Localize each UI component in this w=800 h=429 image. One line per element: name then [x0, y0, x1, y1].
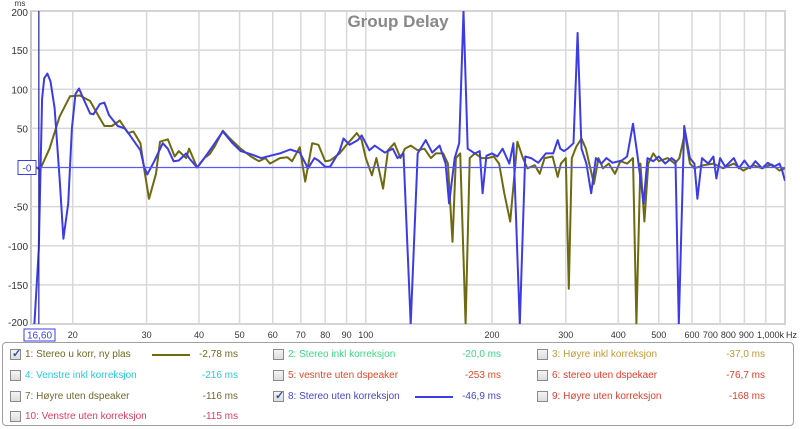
legend-item: 6: stereo uten dspekaer -76,7 ms [537, 368, 765, 384]
legend-value: -168 ms [728, 391, 765, 402]
legend-line-swatch [415, 396, 453, 398]
y-tick-label: -50 [14, 203, 29, 214]
legend-item: 9: Høyre uten korreksjon -168 ms [537, 389, 765, 405]
legend-label: 8: Stereo uten korreksjon [288, 391, 400, 402]
legend-checkbox[interactable] [10, 346, 21, 362]
y-tick-label: 150 [11, 46, 28, 57]
legend-label: 1: Stereo u korr, ny plas [25, 349, 131, 360]
legend-label: 6: stereo uten dspekaer [552, 370, 658, 381]
legend-label: 3: Høyre inkl korreksjon [552, 349, 658, 360]
y-tick-label: -200 [8, 318, 28, 329]
legend-label: 10: Venstre uten korreksjon [25, 411, 147, 422]
legend-item: 4: Venstre inkl korreksjon -216 ms [10, 368, 238, 384]
legend-checkbox[interactable] [10, 391, 21, 402]
x-tick-label: 700 [703, 330, 718, 340]
x-tick-label: 200 [485, 330, 500, 340]
group-delay-chart[interactable]: -0 16,60 Group Delay ms Hz 200 150 100 50 -50… [0, 0, 800, 342]
x-tick-label: 300 [558, 330, 573, 340]
y-cursor-readout: -0 [23, 164, 32, 175]
y-tick-label: -100 [8, 242, 28, 253]
legend-value: -37,0 ms [726, 349, 765, 360]
x-tick-label: 500 [651, 330, 666, 340]
x-cursor-box [23, 328, 56, 342]
legend-value: -20,0 ms [462, 349, 501, 360]
legend-value: -116 ms [202, 391, 238, 402]
legend-item: 8: Stereo uten korreksjon -46,9 ms [273, 388, 501, 405]
legend-value: -2,78 ms [199, 349, 238, 360]
legend-checkbox[interactable] [537, 349, 548, 360]
legend-item: 10: Venstre uten korreksjon -115 ms [10, 409, 238, 425]
legend-label: 5: vesntre uten dspeaker [288, 370, 399, 381]
legend-panel: 1: Stereo u korr, ny plas -2,78 ms 2: Ster… [2, 342, 794, 426]
x-tick-label: 50 [235, 330, 245, 340]
y-tick-label: -150 [8, 281, 28, 292]
y-cursor-box [17, 160, 37, 175]
legend-item: 2: Stereo inkl korreksjon -20,0 ms [273, 347, 501, 363]
x-tick-label: 30 [142, 330, 152, 340]
legend-checkbox[interactable] [273, 349, 284, 360]
chart-title: Group Delay [347, 12, 449, 31]
x-tick-label: 400 [611, 330, 626, 340]
y-tick-label: 100 [11, 85, 28, 96]
x-tick-label: 600 [685, 330, 700, 340]
legend-item: 5: vesntre uten dspeaker -253 ms [273, 368, 501, 384]
x-tick-label: 80 [320, 330, 330, 340]
x-tick-label: 70 [296, 330, 306, 340]
legend-value: -216 ms [201, 370, 238, 381]
x-tick-label: 800 [721, 330, 736, 340]
x-tick-label: 20 [68, 330, 78, 340]
series-line-2 [33, 11, 785, 324]
legend-label: 2: Stereo inkl korreksjon [288, 349, 396, 360]
legend-value: -76,7 ms [726, 370, 765, 381]
legend-value: -115 ms [202, 411, 238, 422]
legend-value: -253 ms [464, 370, 501, 381]
x-tick-label: 40 [194, 330, 204, 340]
x-tick-label: 90 [342, 330, 352, 340]
x-axis-unit: Hz [786, 330, 797, 340]
legend-value: -46,9 ms [462, 391, 501, 402]
legend-label: 4: Venstre inkl korreksjon [25, 370, 137, 381]
legend-checkbox[interactable] [10, 411, 21, 422]
legend-label: 9: Høyre uten korreksjon [552, 391, 662, 402]
legend-checkbox[interactable] [273, 370, 284, 381]
legend-checkbox[interactable] [537, 370, 548, 381]
legend-line-swatch [152, 354, 190, 356]
legend-label: 7: Høyre uten dspeaker [25, 391, 130, 402]
x-tick-label: 900 [739, 330, 754, 340]
y-tick-label: 200 [11, 8, 28, 19]
y-tick-label: 50 [17, 124, 29, 135]
legend-item: 3: Høyre inkl korreksjon -37,0 ms [537, 347, 765, 363]
legend-item: 7: Høyre uten dspeaker -116 ms [10, 389, 238, 405]
legend-checkbox[interactable] [273, 388, 284, 404]
x-tick-label: 60 [268, 330, 278, 340]
x-tick-label: 100 [358, 330, 373, 340]
legend-item: 1: Stereo u korr, ny plas -2,78 ms [10, 346, 238, 363]
x-cursor-readout: 16,60 [27, 331, 52, 342]
legend-checkbox[interactable] [537, 391, 548, 402]
legend-checkbox[interactable] [10, 370, 21, 381]
y-axis-unit: ms [15, 0, 26, 8]
x-tick-label: 1,000k [757, 330, 785, 340]
